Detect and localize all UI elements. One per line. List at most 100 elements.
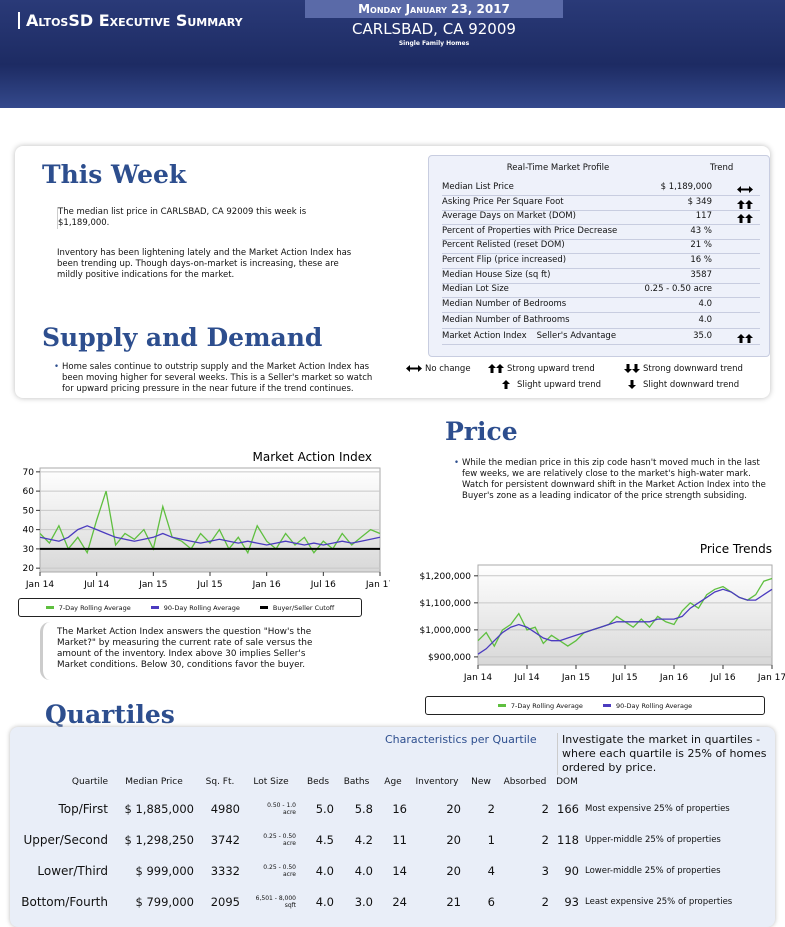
profile-label: Percent Flip (price increased) bbox=[442, 255, 567, 265]
legend-swatch bbox=[602, 704, 611, 707]
profile-row: Percent Flip (price increased) 16 % bbox=[442, 253, 760, 269]
profile-value: 4.0 bbox=[698, 298, 712, 309]
table-cell: 4.2 bbox=[354, 832, 373, 847]
x-tick-label: Jul 14 bbox=[513, 673, 539, 683]
bullet-dot: • bbox=[54, 362, 60, 372]
y-tick-label: 20 bbox=[23, 564, 35, 574]
profile-row: Median Lot Size 0.25 - 0.50 acre bbox=[442, 282, 760, 299]
legend-label: 7-Day Rolling Average bbox=[58, 603, 131, 612]
trend-icon bbox=[502, 380, 510, 389]
profile-row: Percent of Properties with Price Decreas… bbox=[442, 224, 760, 240]
y-tick-label: 50 bbox=[23, 506, 35, 516]
profile-box bbox=[428, 155, 770, 357]
price-chart: Price Trends $900,000 $1,000,000 $1,100,000… bbox=[419, 542, 785, 683]
mai-chart: Market Action Index 20 30 40 50 60 70 Jan 14 Jul… bbox=[23, 450, 390, 590]
legend-label: 90-Day Rolling Average bbox=[615, 701, 693, 710]
plot-area bbox=[39, 467, 381, 573]
arrow bbox=[737, 186, 753, 193]
column-header: Sq. Ft. bbox=[205, 777, 235, 787]
chart-title: Market Action Index bbox=[253, 450, 373, 464]
table-cell: 6 bbox=[487, 894, 495, 909]
profile-note: Seller's Advantage bbox=[536, 331, 617, 341]
trend-icon bbox=[737, 186, 753, 193]
profile-label: Asking Price Per Square Foot bbox=[442, 196, 564, 207]
series-line bbox=[477, 588, 773, 655]
x-tick-label: Jul 14 bbox=[83, 580, 109, 590]
table-cell: Most expensive 25% of properties bbox=[585, 803, 730, 814]
y-tick-label: $900,000 bbox=[428, 653, 471, 663]
trend-icon bbox=[624, 364, 640, 373]
arrow bbox=[502, 380, 510, 389]
profile-row: Median Number of Bedrooms 4.0 bbox=[442, 297, 760, 313]
trend-icon bbox=[406, 365, 422, 372]
x-tick-label: Jul 15 bbox=[611, 673, 637, 683]
y-tick-label: 60 bbox=[23, 487, 35, 497]
table-cell: Least expensive 25% of properties bbox=[585, 896, 733, 907]
legend-label: 90-Day Rolling Average bbox=[163, 603, 240, 612]
table-cell: 3332 bbox=[210, 863, 240, 878]
quartile-box bbox=[10, 727, 775, 927]
legend-label: No change bbox=[425, 364, 471, 374]
trend-icon bbox=[737, 214, 753, 224]
table-cell: Top/First bbox=[58, 801, 108, 816]
profile-row: Average Days on Market (DOM) 117 bbox=[442, 209, 760, 227]
legend-label: Strong upward trend bbox=[507, 364, 595, 374]
lot-size: 0.50 - 1.0 acre bbox=[267, 801, 296, 816]
table-cell: 21 bbox=[446, 894, 461, 909]
plot-area bbox=[477, 564, 773, 666]
legend-label: Strong downward trend bbox=[643, 364, 743, 374]
legend-item: Strong downward trend bbox=[623, 364, 743, 374]
profile-rows: Median List Price $ 1,189,000 Asking Price… bbox=[430, 180, 770, 350]
bullet: • While the median price in this zip code… bbox=[454, 458, 767, 502]
y-tick-label: $1,000,000 bbox=[419, 626, 471, 636]
table-cell: 16 bbox=[392, 801, 407, 816]
heading: This Week bbox=[42, 160, 187, 189]
table-cell: 4.0 bbox=[354, 863, 373, 878]
table-cell: 4 bbox=[487, 863, 495, 878]
y-tick-label: 40 bbox=[23, 526, 35, 536]
table-cell: 4.0 bbox=[315, 863, 334, 878]
legend-label: Slight downward trend bbox=[643, 380, 740, 390]
table-cell: $ 999,000 bbox=[135, 863, 194, 878]
legend-item: 90-Day Rolling Average bbox=[602, 701, 693, 710]
y-tick-label: $1,100,000 bbox=[419, 599, 471, 609]
legend-item: No change bbox=[405, 364, 471, 374]
legend-label: Slight upward trend bbox=[517, 380, 601, 390]
profile-trend bbox=[736, 212, 754, 227]
table-cell: 118 bbox=[557, 832, 579, 847]
profile-trend bbox=[736, 198, 754, 213]
table-cell: 20 bbox=[446, 863, 461, 878]
y-tick-label: 30 bbox=[23, 545, 35, 555]
legend-item: 90-Day Rolling Average bbox=[150, 603, 240, 612]
legend-swatch bbox=[150, 606, 159, 609]
profile-value: 35.0 bbox=[693, 331, 712, 341]
quartile-table: Quartile Median Price Sq. Ft. Lot Size Beds B… bbox=[10, 771, 735, 917]
header-row: Quartile Median Price Sq. Ft. Lot Size Beds B… bbox=[10, 771, 735, 793]
legend-item: 7-Day Rolling Average bbox=[45, 603, 131, 612]
paragraph: Inventory has been lightening lately and… bbox=[57, 248, 352, 280]
table-cell: 2 bbox=[487, 801, 495, 816]
x-tick-label: Jan 16 bbox=[659, 673, 688, 683]
profile-label: Average Days on Market (DOM) bbox=[442, 211, 576, 222]
profile-label: Median Number of Bedrooms bbox=[442, 298, 567, 309]
profile-label: Market Action Index bbox=[442, 331, 527, 341]
table-cell: 5.0 bbox=[315, 801, 334, 816]
lot-size: 6,501 - 8,000 sqft bbox=[255, 894, 296, 909]
table-cell: 3 bbox=[541, 863, 549, 878]
table-cell: 0.50 - 1.0 acre bbox=[243, 793, 299, 824]
table-cell: 2 bbox=[541, 832, 549, 847]
legend-label: Buyer/Seller Cutoff bbox=[272, 603, 335, 612]
x-tick-label: Jan 14 bbox=[25, 580, 54, 590]
profile-label: Median House Size (sq ft) bbox=[442, 269, 551, 280]
arrow bbox=[488, 364, 496, 373]
bullet: • Home sales continue to outstrip supply … bbox=[54, 362, 382, 395]
arrow bbox=[737, 199, 745, 209]
arrow bbox=[628, 380, 636, 389]
table-cell: 1 bbox=[487, 832, 495, 847]
profile-row: Median House Size (sq ft) 3587 bbox=[442, 268, 760, 284]
quartile-caption: Characteristics per Quartile bbox=[385, 733, 537, 746]
profile-label: Median Number of Bathrooms bbox=[442, 314, 570, 325]
x-tick-label: Jan 15 bbox=[138, 580, 167, 590]
x-tick-label: Jul 15 bbox=[196, 580, 222, 590]
